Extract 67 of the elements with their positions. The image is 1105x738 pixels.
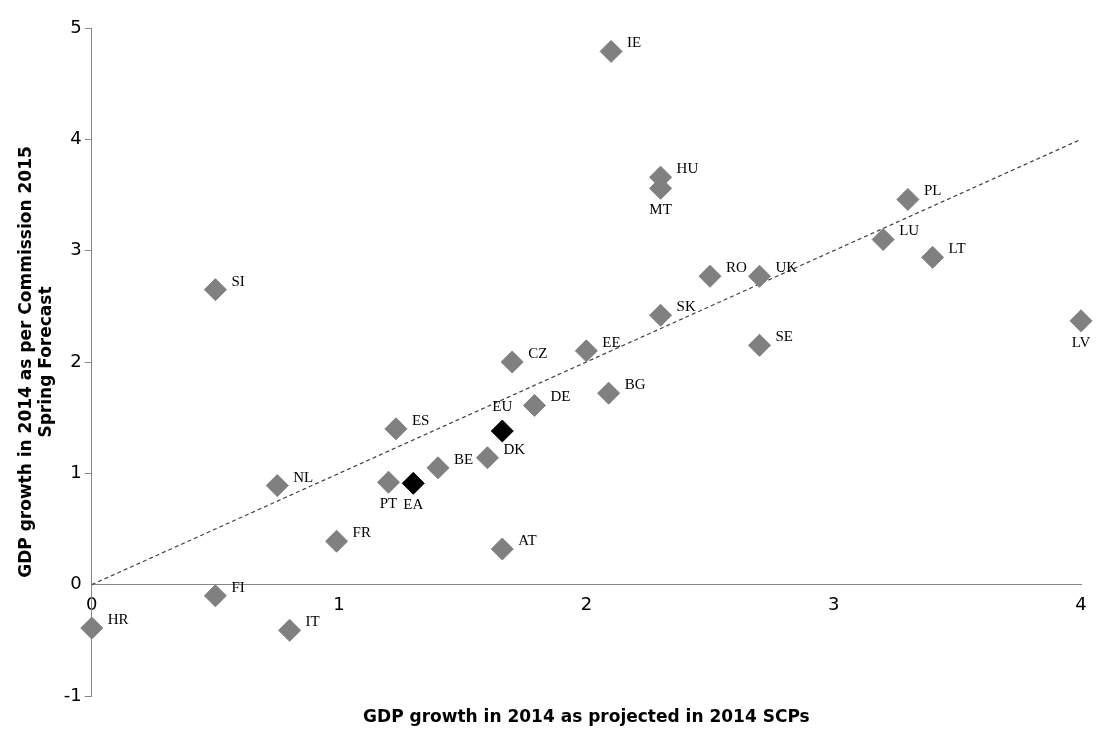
annotation: DE xyxy=(550,388,571,405)
annotation: EA xyxy=(403,496,424,513)
annotation: LV xyxy=(1071,333,1091,350)
x-tick-label: 4 xyxy=(1075,593,1087,615)
annotation: AT xyxy=(518,531,537,548)
point xyxy=(599,39,623,63)
annotation: IT xyxy=(305,613,320,630)
annotation: FI xyxy=(231,578,245,595)
point xyxy=(384,417,408,441)
annotation: BG xyxy=(624,376,646,393)
annotation: LU xyxy=(899,222,920,239)
annotation: PL xyxy=(923,182,942,199)
point xyxy=(401,471,425,495)
point xyxy=(490,537,514,561)
point xyxy=(265,474,289,498)
x-tick-label: 2 xyxy=(580,593,593,615)
point xyxy=(377,470,401,494)
annotation: UK xyxy=(775,259,798,276)
point xyxy=(278,618,302,642)
point xyxy=(921,245,945,269)
x-axis-title: GDP growth in 2014 as projected in 2014 SCPs xyxy=(363,705,810,726)
point xyxy=(1069,309,1093,333)
annotation: SK xyxy=(676,298,696,315)
annotation: LT xyxy=(948,240,966,257)
y-tick-label: 5 xyxy=(70,15,82,37)
y-tick-label: -1 xyxy=(63,683,82,705)
x-tick-label: 1 xyxy=(333,593,345,615)
annotation: CZ xyxy=(528,344,548,361)
point xyxy=(597,381,621,405)
point xyxy=(747,264,771,288)
point xyxy=(522,393,546,417)
point xyxy=(747,333,771,357)
y-tick-label: 3 xyxy=(70,238,82,260)
point xyxy=(80,616,104,640)
point xyxy=(203,584,227,608)
annotation: NL xyxy=(293,468,314,485)
annotation: HU xyxy=(676,160,699,177)
point xyxy=(871,228,895,252)
annotation: SE xyxy=(775,328,794,345)
y-tick-label: 0 xyxy=(70,572,82,594)
y-tick-label: 1 xyxy=(70,461,82,483)
annotation: IE xyxy=(627,34,642,51)
point xyxy=(574,339,598,363)
y-axis-title: GDP growth in 2014 as per Commission 2015 Spring Forecast xyxy=(14,146,56,578)
annotation: MT xyxy=(649,201,672,218)
annotation: BE xyxy=(453,450,474,467)
point xyxy=(490,419,514,443)
point xyxy=(896,187,920,211)
point xyxy=(426,456,450,480)
annotation: HR xyxy=(107,611,129,628)
annotation: FR xyxy=(352,524,371,541)
annotation: DK xyxy=(503,440,526,457)
annotation: SI xyxy=(231,272,245,289)
point xyxy=(325,529,349,553)
annotation: ES xyxy=(411,411,430,428)
annotation: RO xyxy=(726,259,748,276)
point xyxy=(649,303,673,327)
annotation: EE xyxy=(602,333,621,350)
x-tick-label: 3 xyxy=(827,593,840,615)
point xyxy=(475,446,499,470)
y-tick-label: 4 xyxy=(70,127,82,149)
point xyxy=(203,278,227,302)
annotation: PT xyxy=(379,495,398,512)
y-tick-label: 2 xyxy=(70,349,82,371)
point xyxy=(698,264,722,288)
point xyxy=(500,350,524,374)
annotation: EU xyxy=(492,397,513,414)
